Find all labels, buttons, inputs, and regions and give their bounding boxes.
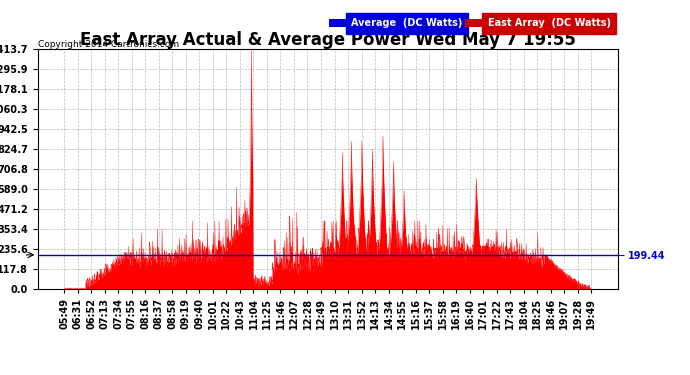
Title: East Array Actual & Average Power Wed May 7 19:55: East Array Actual & Average Power Wed Ma… (80, 31, 575, 49)
Text: Copyright 2014 Cartronics.com: Copyright 2014 Cartronics.com (38, 40, 179, 49)
Legend: Average  (DC Watts), East Array  (DC Watts): Average (DC Watts), East Array (DC Watts… (327, 16, 613, 30)
